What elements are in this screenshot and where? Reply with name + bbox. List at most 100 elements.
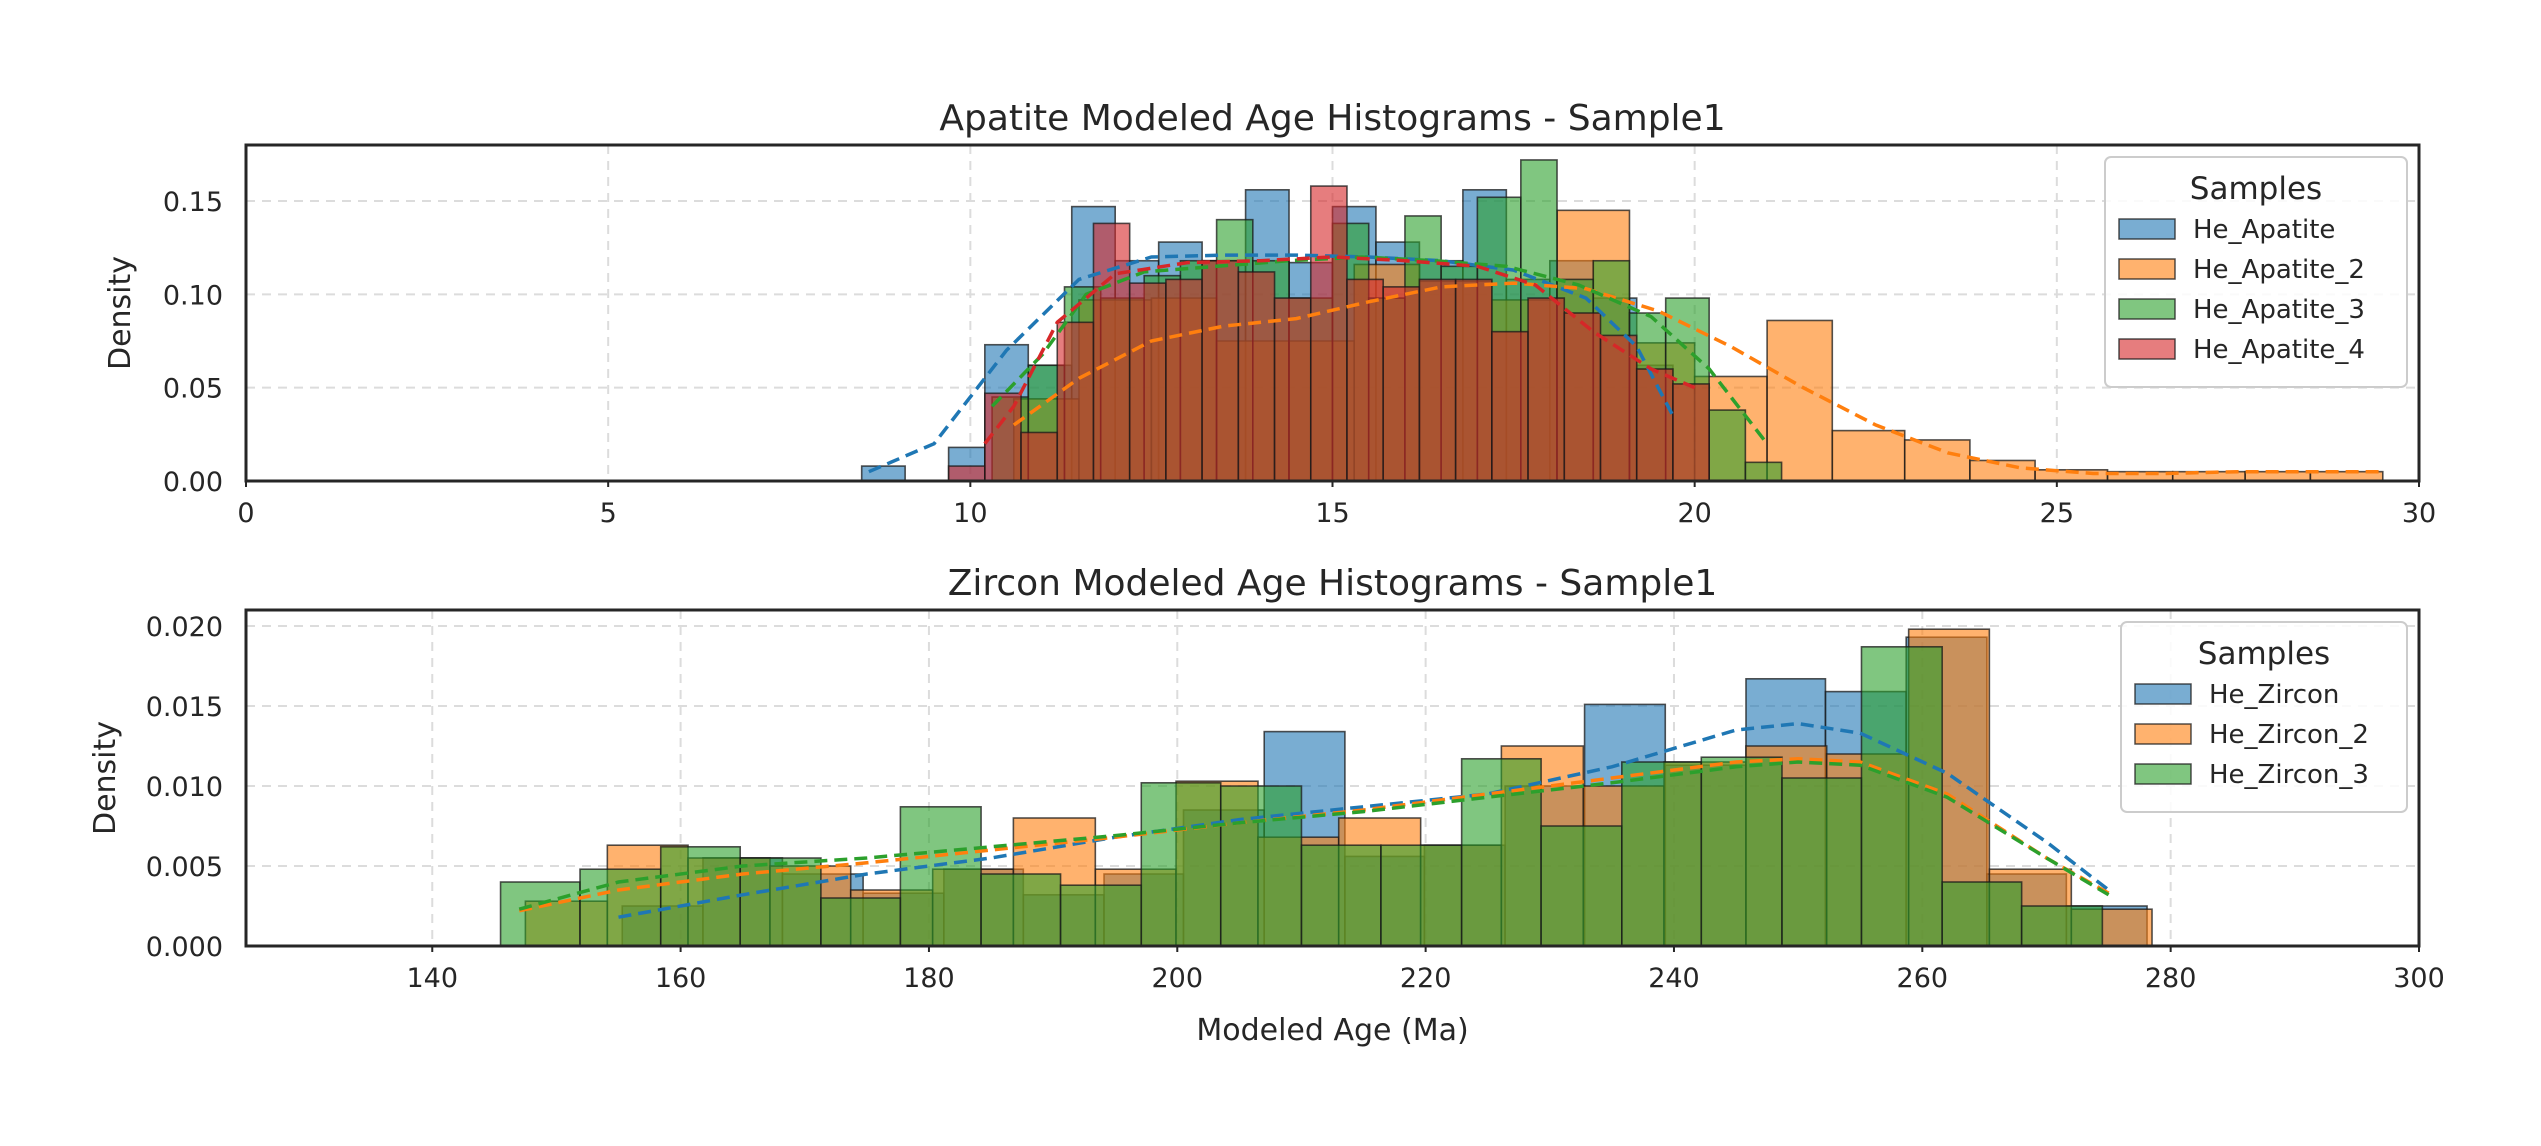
histogram-bar (1382, 286, 1421, 482)
legend-entry: He_Apatite_3 (2193, 295, 2365, 325)
legend-swatch (2118, 258, 2176, 280)
x-tick-label: 25 (2040, 498, 2074, 529)
axes-frame (244, 608, 2421, 948)
histogram-bar (1346, 278, 1385, 482)
histogram-bar (1491, 330, 1529, 482)
kde-curve-He_Apatite_4 (983, 255, 1696, 445)
legend-swatch (2134, 723, 2192, 745)
histogram-bar (1540, 825, 1623, 947)
y-tick-label: 0.015 (146, 692, 223, 723)
legend-swatch (2118, 298, 2176, 320)
histogram-bar (1309, 185, 1348, 482)
chart-panel-2: 140 160 180 200 220 240 260 280 300 0.000 0.005 0.0… (88, 563, 2445, 1048)
y-tick-label: 0.00 (163, 467, 223, 498)
x-tick-label: 240 (1648, 963, 1700, 994)
legend-swatch (2118, 338, 2176, 360)
x-tick-label: 140 (406, 963, 458, 994)
y-tick-label: 0.05 (163, 374, 223, 405)
y-axis-label: Density (103, 256, 138, 370)
histogram-bar (1092, 222, 1131, 482)
histogram-bar (1380, 844, 1463, 947)
histogram-bar (1418, 278, 1457, 482)
legend: Samples He_Apatite He_Apatite_2 He_Apatite_… (2104, 156, 2408, 388)
legend-title: Samples (2190, 171, 2322, 207)
histogram-bar (2020, 905, 2104, 947)
y-tick-label: 0.000 (146, 932, 223, 963)
histogram-bar (1454, 278, 1493, 482)
histogram-bar (947, 465, 986, 482)
y-tick-label: 0.10 (163, 280, 223, 311)
histogram-bar (1056, 321, 1095, 482)
histogram-bar (1273, 297, 1312, 482)
histogram-bar (1460, 757, 1542, 947)
histogram-bar (1969, 459, 2036, 482)
histogram-bar (899, 805, 982, 947)
histogram-bar (1300, 844, 1382, 947)
histogram-bar (1140, 781, 1222, 947)
histogram-bar (1621, 761, 1703, 947)
histogram-bar (1831, 429, 1906, 482)
x-tick-label: 300 (2393, 963, 2445, 994)
x-tick-label: 30 (2402, 498, 2436, 529)
histogram-bar (1201, 259, 1240, 482)
legend: Samples He_Zircon He_Zircon_2 He_Zircon_3 (2120, 621, 2408, 813)
histogram-bar (1700, 756, 1783, 947)
histogram-bar (1781, 777, 1863, 947)
x-tick-label: 220 (1400, 963, 1452, 994)
x-tick-label: 260 (1897, 963, 1949, 994)
legend-entry: He_Apatite_4 (2193, 335, 2365, 365)
histogram-bar (1744, 461, 1783, 482)
histogram-bar (1237, 271, 1276, 482)
histogram-bar (499, 881, 581, 947)
legend-entry: He_Zircon (2209, 680, 2339, 710)
legend-entry: He_Apatite (2193, 215, 2335, 245)
x-tick-label: 10 (953, 498, 987, 529)
x-tick-label: 200 (1152, 963, 1204, 994)
y-tick-label: 0.15 (163, 187, 223, 218)
chart-title: Zircon Modeled Age Histograms - Sample1 (948, 563, 1718, 604)
histogram-bar (980, 873, 1062, 947)
histogram-bar (1708, 409, 1747, 482)
legend-entry: He_Apatite_2 (2193, 255, 2365, 285)
x-tick-label: 0 (237, 498, 254, 529)
x-tick-label: 280 (2145, 963, 2197, 994)
y-tick-label: 0.020 (146, 612, 223, 643)
histogram-bar (1672, 383, 1710, 482)
histogram-bar (1059, 884, 1143, 947)
kde-curve-He_Apatite_2 (1012, 281, 2383, 476)
kde-curve-He_Apatite (868, 253, 1675, 474)
x-tick-label: 5 (600, 498, 617, 529)
histogram-bar (860, 465, 906, 482)
histogram-bar (1766, 319, 1834, 482)
kde-curve-He_Zircon_2 (518, 757, 2110, 913)
histogram-bar (820, 897, 902, 947)
histogram-bar (1128, 282, 1167, 482)
histogram-bar (1860, 645, 1943, 947)
y-axis-label: Density (88, 721, 123, 835)
legend-swatch (2118, 218, 2176, 240)
legend-entry: He_Zircon_2 (2209, 720, 2369, 750)
histogram-bar (1020, 431, 1059, 482)
x-tick-label: 160 (655, 963, 707, 994)
histogram-bar (1941, 881, 2023, 947)
histogram-bar (1563, 312, 1602, 482)
legend-swatch (2134, 683, 2192, 705)
kde-curve-He_Zircon (618, 721, 2110, 919)
y-tick-label: 0.010 (146, 772, 223, 803)
chart-title: Apatite Modeled Age Histograms - Sample1 (939, 98, 1725, 139)
legend-box (2120, 621, 2408, 813)
histogram-bar (1599, 334, 1638, 482)
histogram-bar (1219, 785, 1303, 947)
histogram-bar (1527, 297, 1566, 482)
legend-entry: He_Zircon_3 (2209, 760, 2369, 790)
legend-swatch (2134, 763, 2192, 785)
histogram-bar (1635, 368, 1674, 482)
kde-curve-He_Zircon_3 (518, 760, 2110, 911)
histogram-bar (1165, 278, 1203, 482)
legend-title: Samples (2198, 636, 2330, 672)
x-axis-label: Modeled Age (Ma) (1196, 1013, 1468, 1048)
x-tick-label: 20 (1677, 498, 1711, 529)
series-bars-He_Zircon_3 (499, 645, 2104, 947)
